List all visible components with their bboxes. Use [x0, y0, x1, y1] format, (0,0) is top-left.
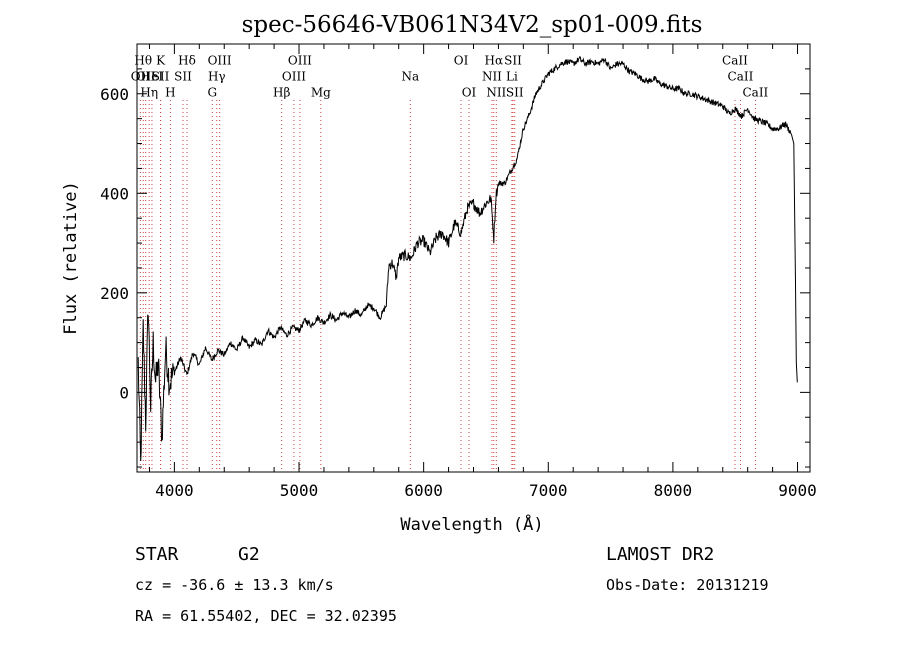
x-tick-label: 9000: [778, 481, 817, 500]
line-marker-label: SII: [504, 54, 522, 68]
plot-frame: [136, 43, 811, 473]
line-marker-label: CaII: [722, 54, 748, 68]
line-marker-label: Na: [401, 69, 419, 83]
object-subclass: G2: [238, 544, 260, 565]
x-tick-label: 4000: [155, 481, 194, 500]
y-tick-label: 400: [100, 184, 129, 203]
line-marker-label: Hα: [485, 54, 504, 68]
y-tick-label: 0: [119, 383, 129, 402]
line-marker-label: OII: [136, 69, 156, 83]
line-marker-label: OIII: [282, 69, 306, 83]
x-tick-label: 5000: [280, 481, 319, 500]
line-marker-label: OI: [462, 86, 477, 100]
x-tick-label: 8000: [654, 481, 693, 500]
x-axis-label: Wavelength (Å): [400, 513, 543, 535]
line-marker-label: H: [165, 86, 175, 100]
line-marker-label: SII: [174, 69, 192, 83]
chart-title: spec-56646-VB061N34V2_sp01-009.fits: [242, 12, 703, 38]
redshift-cz: cz = -36.6 ± 13.3 km/s: [135, 576, 334, 594]
line-marker-label: Hδ: [178, 54, 196, 68]
line-marker-label: Hη: [140, 86, 158, 100]
line-marker-label: Li: [506, 69, 518, 83]
line-marker-label: Hβ: [273, 86, 290, 100]
y-axis-label: Flux (relative): [61, 181, 81, 335]
axis-ticks: 4000 5000 6000 7000 8000 9000 0 200 400 600: [100, 43, 817, 500]
line-marker-label: SII: [152, 69, 170, 83]
line-marker-label: OIII: [288, 54, 312, 68]
line-marker-label: NII: [482, 69, 502, 83]
observation-date: Obs-Date: 20131219: [606, 576, 769, 594]
line-marker-label: HeI: [141, 69, 164, 83]
line-marker-label: NII: [486, 86, 506, 100]
y-tick-label: 600: [100, 85, 129, 104]
x-tick-label: 7000: [529, 481, 568, 500]
spectrum-line: [137, 55, 798, 462]
line-marker-label: K: [156, 54, 166, 68]
line-marker-label: OII: [131, 69, 151, 83]
survey-name: LAMOST DR2: [606, 544, 714, 565]
y-tick-label: 200: [100, 284, 129, 303]
x-tick-label: 6000: [404, 481, 443, 500]
line-marker-label: Hθ: [134, 54, 152, 68]
coordinates: RA = 61.55402, DEC = 32.02395: [135, 607, 397, 625]
line-marker-label: OIII: [208, 54, 232, 68]
line-marker-label: SII: [506, 86, 524, 100]
line-marker-label: Mg: [311, 86, 331, 100]
line-marker-label: G: [207, 86, 217, 100]
line-marker-label: OI: [454, 54, 469, 68]
object-class: STAR: [135, 544, 179, 565]
line-marker-label: CaII: [728, 69, 754, 83]
line-marker-label: Hγ: [208, 69, 226, 83]
line-marker-label: CaII: [742, 86, 768, 100]
